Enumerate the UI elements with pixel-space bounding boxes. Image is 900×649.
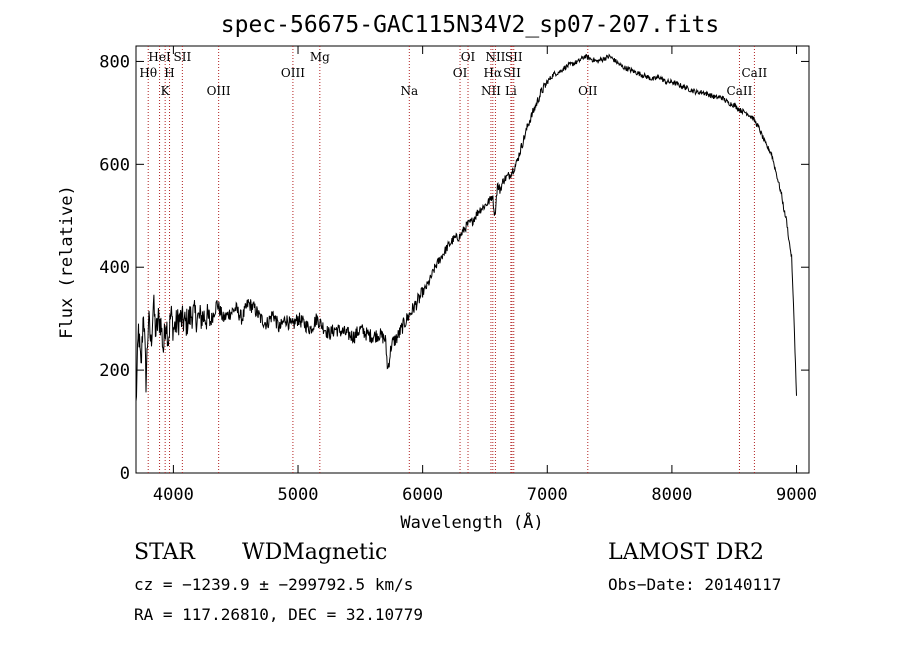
x-tick-label: 8000 xyxy=(651,485,692,505)
spectral-line-markers xyxy=(147,46,755,473)
line-label: OI xyxy=(453,66,468,80)
line-label: Li xyxy=(505,84,517,98)
line-label: NII xyxy=(485,50,505,64)
line-label: SII xyxy=(505,50,523,64)
line-label: OIII xyxy=(207,84,231,98)
y-tick-label: 800 xyxy=(99,52,130,72)
object-subclass: WDMagnetic xyxy=(242,540,387,565)
coordinates: RA = 117.26810, DEC = 32.10779 xyxy=(134,605,423,624)
x-tick-label: 9000 xyxy=(776,485,817,505)
line-label: SII xyxy=(174,50,192,64)
chart-title: spec-56675-GAC115N34V2_sp07-207.fits xyxy=(221,12,720,38)
line-label: OI xyxy=(461,50,476,64)
line-label: Hα xyxy=(484,66,503,80)
y-tick-label: 0 xyxy=(120,464,130,484)
x-tick-label: 4000 xyxy=(153,485,194,505)
line-label: SII xyxy=(503,66,521,80)
line-label: CaII xyxy=(741,66,767,80)
y-tick-label: 400 xyxy=(99,258,130,278)
plot-frame xyxy=(135,45,810,474)
line-label: HeI xyxy=(148,50,171,64)
redshift-info: cz = −1239.9 ± −299792.5 km/s xyxy=(134,575,413,594)
spectrum-series-line xyxy=(135,53,797,402)
y-tick-label: 600 xyxy=(99,155,130,175)
line-label: OII xyxy=(578,84,598,98)
line-label: H xyxy=(164,66,174,80)
line-label: Na xyxy=(400,84,418,98)
x-tick-label: 7000 xyxy=(527,485,568,505)
info-panel: STAR WDMagnetic LAMOST DR2 cz = −1239.9 … xyxy=(134,540,781,624)
y-axis-ticks: 0 200 400 600 800 xyxy=(99,52,809,484)
obs-date: Obs−Date: 20140117 xyxy=(608,575,781,594)
line-label: NII xyxy=(481,84,501,98)
line-label: CaII xyxy=(727,84,753,98)
line-label: Hθ xyxy=(139,66,157,80)
line-label: Mg xyxy=(310,50,330,64)
y-axis-label: Flux (relative) xyxy=(57,185,77,339)
y-tick-label: 200 xyxy=(99,361,130,381)
survey-name: LAMOST DR2 xyxy=(608,540,764,565)
line-label: OIII xyxy=(281,66,305,80)
x-axis-label: Wavelength (Å) xyxy=(400,511,543,533)
x-tick-label: 5000 xyxy=(278,485,319,505)
x-tick-label: 6000 xyxy=(402,485,443,505)
x-axis-ticks: 4000 5000 6000 7000 8000 9000 xyxy=(153,46,817,505)
line-label: K xyxy=(161,84,171,98)
object-class: STAR xyxy=(134,540,196,565)
